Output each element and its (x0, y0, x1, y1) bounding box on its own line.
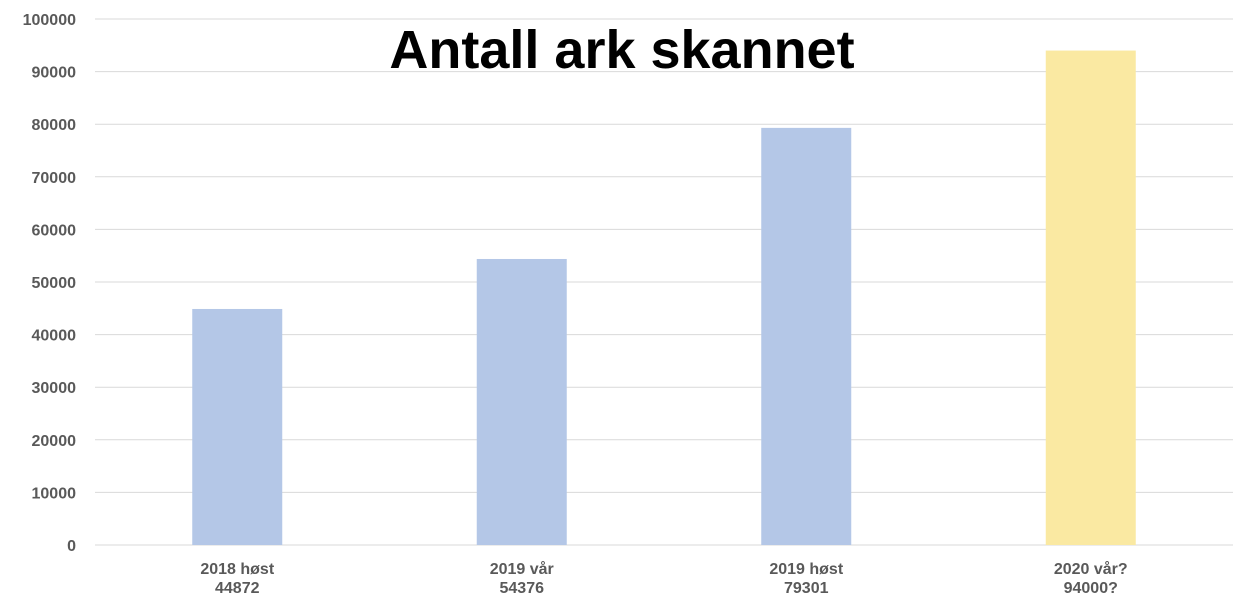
x-category-value-label: 94000? (1064, 580, 1118, 596)
x-category-value-label: 44872 (215, 580, 260, 596)
x-category-label: 2018 høst (200, 561, 274, 578)
y-tick-label: 60000 (32, 222, 77, 239)
x-category-label: 2019 vår (490, 560, 554, 578)
bar (192, 308, 283, 545)
bar (761, 127, 852, 545)
bar (476, 258, 567, 545)
x-category-label: 2019 høst (769, 561, 843, 578)
y-tick-label: 90000 (32, 65, 77, 82)
x-category-value-label: 79301 (784, 580, 829, 596)
bar (1045, 50, 1136, 546)
y-tick-label: 70000 (32, 170, 77, 187)
y-tick-label: 30000 (32, 380, 77, 397)
y-tick-label: 40000 (32, 328, 77, 345)
x-category-value-label: 54376 (500, 580, 545, 596)
y-tick-label: 50000 (32, 275, 77, 292)
y-axis-ticks: 0 10000 20000 30000 40000 50000 60000 70000 8000… (23, 12, 76, 555)
x-category-label: 2020 vår? (1054, 560, 1128, 578)
x-axis-labels: 2018 høst 44872 2019 vår 54376 2019 høst 7930… (200, 560, 1127, 596)
y-tick-label: 0 (67, 538, 76, 555)
chart-title: Antall ark skannet (389, 20, 854, 80)
bars (192, 50, 1136, 546)
y-tick-label: 20000 (32, 433, 77, 450)
y-tick-label: 80000 (32, 117, 77, 134)
gridlines (95, 18, 1233, 546)
y-tick-label: 10000 (32, 485, 77, 502)
y-tick-label: 100000 (23, 12, 76, 29)
